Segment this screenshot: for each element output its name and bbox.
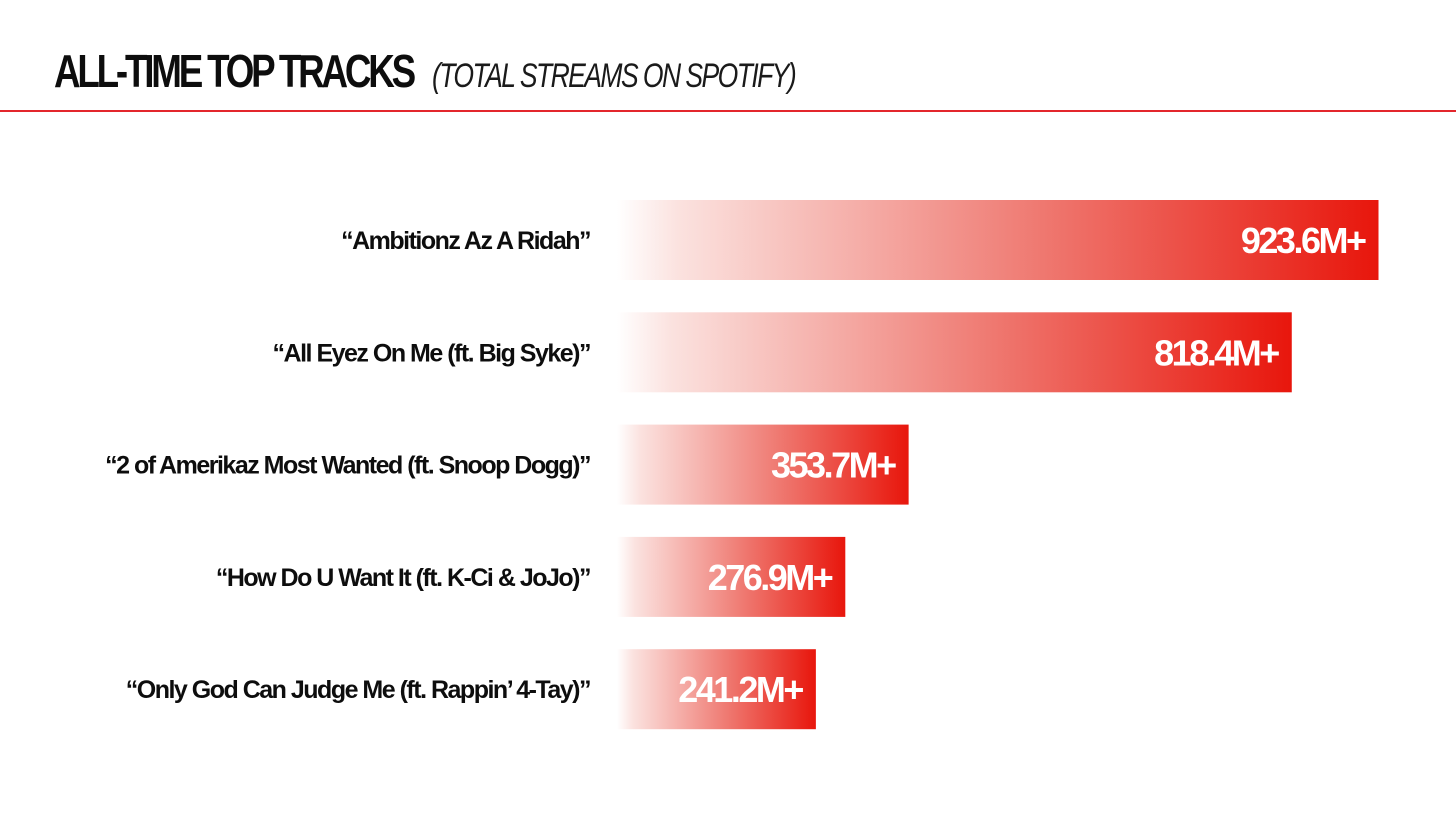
bar: [617, 536, 846, 617]
bar: [617, 200, 1379, 280]
track-label: “Ambitionz Az A Ridah”: [341, 227, 590, 255]
track-label: “How Do U Want It (ft. K-Ci & JoJo)”: [216, 564, 590, 592]
track-label: “Only God Can Judge Me (ft. Rappin’ 4-Ta…: [126, 676, 590, 704]
bar: [617, 424, 909, 505]
value-label: 353.7M+: [771, 445, 896, 486]
track-label: “All Eyez On Me (ft. Big Syke)”: [273, 339, 590, 367]
track-label: “2 of Amerikaz Most Wanted (ft. Snoop Do…: [105, 452, 590, 480]
value-label: 276.9M+: [708, 557, 833, 598]
value-label: 923.6M+: [1241, 220, 1366, 261]
chart-subtitle: (TOTAL STREAMS ON SPOTIFY): [432, 57, 797, 95]
bar: [617, 649, 816, 730]
chart-header: ALL-TIME TOP TRACKS (TOTAL STREAMS ON SP…: [54, 44, 898, 104]
value-label: 241.2M+: [678, 669, 803, 710]
value-label: 818.4M+: [1154, 332, 1279, 373]
bars-layer: “Ambitionz Az A Ridah” 923.6M+ “All Eyez O…: [105, 200, 1379, 730]
title-rule: [0, 110, 1456, 112]
bar: [617, 312, 1292, 393]
